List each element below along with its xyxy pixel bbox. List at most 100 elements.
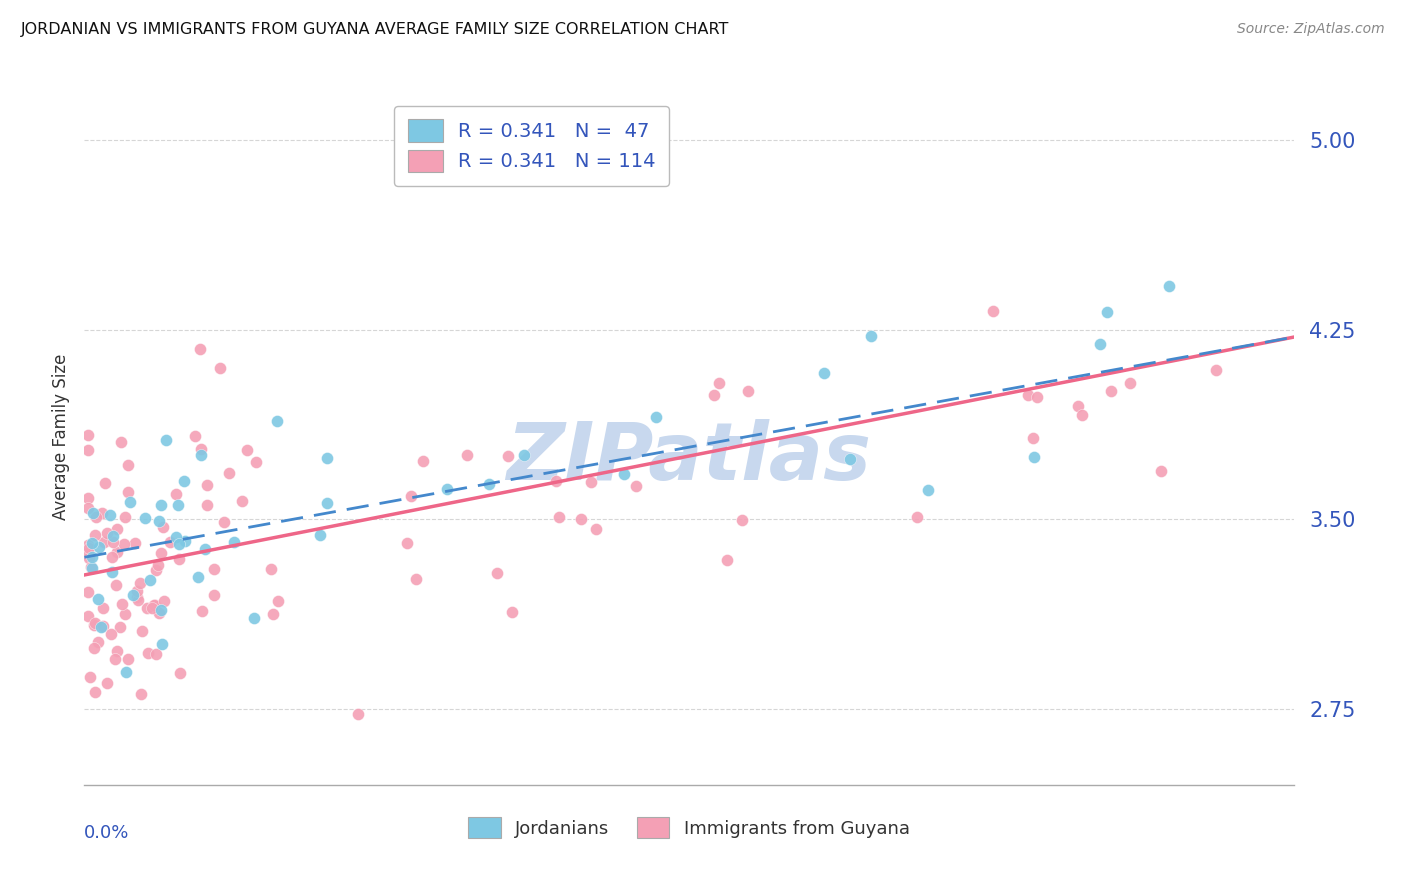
Point <box>82 561 104 575</box>
Point <box>125 584 148 599</box>
Text: 0.0%: 0.0% <box>84 824 129 842</box>
Point <box>194 542 217 557</box>
Point <box>91 601 114 615</box>
Point <box>153 594 176 608</box>
Point <box>707 376 730 390</box>
Point <box>235 442 257 457</box>
Point <box>77 545 100 559</box>
Text: JORDANIAN VS IMMIGRANTS FROM GUYANA AVERAGE FAMILY SIZE CORRELATION CHART: JORDANIAN VS IMMIGRANTS FROM GUYANA AVER… <box>21 22 730 37</box>
Point <box>624 479 647 493</box>
Point <box>1095 304 1118 318</box>
Point <box>96 676 118 690</box>
Point <box>93 534 115 549</box>
Point <box>139 573 162 587</box>
Point <box>267 594 290 608</box>
Point <box>79 670 101 684</box>
Point <box>125 590 148 604</box>
Point <box>83 640 105 655</box>
Point <box>917 483 939 498</box>
Point <box>134 511 156 525</box>
Point <box>212 515 235 529</box>
Point <box>111 597 134 611</box>
Point <box>1090 337 1112 351</box>
Point <box>436 483 458 497</box>
Point <box>105 644 128 658</box>
Point <box>143 599 166 613</box>
Point <box>579 475 602 490</box>
Point <box>105 578 128 592</box>
Point <box>124 536 146 550</box>
Point <box>131 687 153 701</box>
Point <box>152 520 174 534</box>
Point <box>243 611 266 625</box>
Point <box>173 533 195 548</box>
Point <box>231 494 253 508</box>
Point <box>155 433 177 447</box>
Point <box>136 646 159 660</box>
Point <box>169 537 191 551</box>
Point <box>77 427 100 442</box>
Text: Source: ZipAtlas.com: Source: ZipAtlas.com <box>1237 22 1385 37</box>
Point <box>136 600 159 615</box>
Point <box>208 360 231 375</box>
Point <box>79 559 101 574</box>
Point <box>101 535 124 549</box>
Point <box>114 607 136 621</box>
Point <box>87 541 110 555</box>
Point <box>405 573 427 587</box>
Point <box>145 563 167 577</box>
Point <box>222 534 245 549</box>
Point <box>347 706 370 721</box>
Point <box>77 538 100 552</box>
Point <box>87 635 110 649</box>
Point <box>165 487 187 501</box>
Point <box>613 467 636 481</box>
Point <box>117 651 139 665</box>
Legend: Jordanians, Immigrants from Guyana: Jordanians, Immigrants from Guyana <box>461 810 917 846</box>
Point <box>905 510 928 524</box>
Point <box>98 508 121 523</box>
Point <box>190 342 212 356</box>
Point <box>315 496 337 510</box>
Point <box>101 565 124 579</box>
Point <box>737 384 759 398</box>
Point <box>173 475 195 489</box>
Point <box>117 458 139 472</box>
Point <box>456 448 478 462</box>
Point <box>84 685 107 699</box>
Point <box>77 551 100 566</box>
Point <box>546 475 568 489</box>
Point <box>159 534 181 549</box>
Point <box>309 527 332 541</box>
Point <box>585 522 607 536</box>
Point <box>412 454 434 468</box>
Point <box>148 607 170 621</box>
Point <box>131 624 153 639</box>
Point <box>190 442 212 456</box>
Point <box>77 443 100 458</box>
Point <box>87 591 110 606</box>
Text: ZIPatlas: ZIPatlas <box>506 419 872 497</box>
Point <box>218 466 240 480</box>
Point <box>187 570 209 584</box>
Point <box>77 500 100 515</box>
Point <box>83 615 105 630</box>
Y-axis label: Average Family Size: Average Family Size <box>52 354 70 520</box>
Point <box>245 455 267 469</box>
Point <box>77 609 100 624</box>
Point <box>77 491 100 506</box>
Point <box>127 592 149 607</box>
Point <box>120 495 142 509</box>
Point <box>496 449 519 463</box>
Point <box>141 601 163 615</box>
Point <box>150 637 173 651</box>
Point <box>148 558 170 573</box>
Point <box>104 652 127 666</box>
Point <box>1101 384 1123 399</box>
Point <box>703 388 725 402</box>
Point <box>148 514 170 528</box>
Point <box>395 536 418 550</box>
Point <box>150 603 173 617</box>
Point <box>84 528 107 542</box>
Point <box>569 512 592 526</box>
